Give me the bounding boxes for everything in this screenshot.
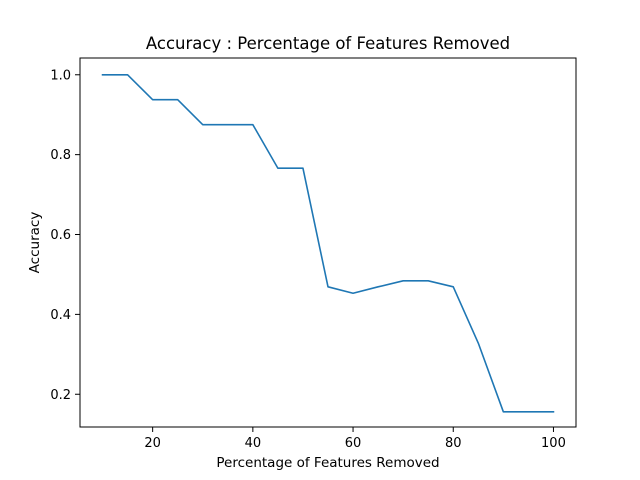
accuracy-series-line	[101, 73, 555, 413]
x-tick-label: 80	[445, 436, 462, 451]
y-tick-label: 0.6	[50, 228, 71, 243]
x-tick-label: 100	[541, 436, 566, 451]
ticks: 20 40 60 80 100 0.2 0.4 0.6 0.8 1.0	[50, 68, 566, 451]
y-axis-label: Accuracy	[27, 212, 43, 274]
y-tick-label: 0.2	[50, 388, 71, 403]
x-tick-label: 40	[245, 436, 262, 451]
x-axis-label: Percentage of Features Removed	[216, 455, 439, 471]
y-tick-label: 0.4	[50, 308, 71, 323]
plot-frame	[79, 57, 577, 428]
x-tick-label: 20	[144, 436, 161, 451]
x-tick-label: 60	[345, 436, 362, 451]
y-tick-label: 1.0	[50, 68, 71, 83]
y-tick-label: 0.8	[50, 148, 71, 163]
series-layer	[101, 73, 555, 413]
chart-title: Accuracy : Percentage of Features Remove…	[146, 34, 510, 53]
